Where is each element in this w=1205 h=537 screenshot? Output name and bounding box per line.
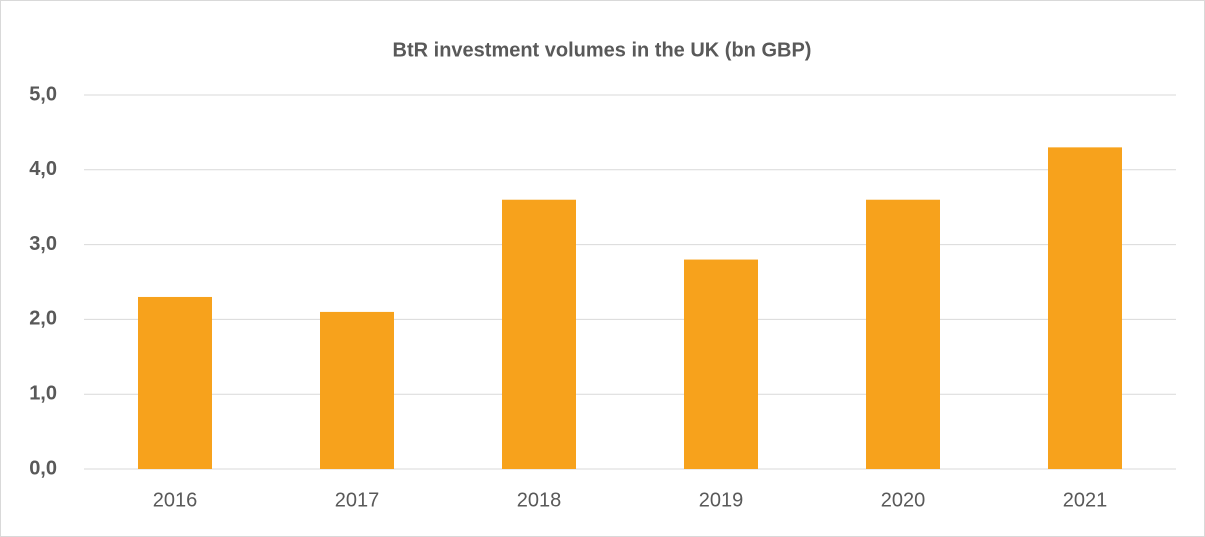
bar	[502, 199, 576, 469]
x-tick-label: 2020	[881, 489, 926, 511]
x-tick-label: 2021	[1063, 489, 1108, 511]
y-tick-label: 1,0	[29, 382, 57, 404]
chart-title: BtR investment volumes in the UK (bn GBP…	[393, 39, 812, 61]
bar	[684, 259, 758, 469]
y-tick-label: 2,0	[29, 308, 57, 330]
x-tick-label: 2018	[517, 489, 562, 511]
bar	[138, 296, 212, 469]
y-tick-label: 0,0	[29, 457, 57, 479]
y-tick-label: 3,0	[29, 233, 57, 255]
x-tick-label: 2016	[153, 489, 198, 511]
bar	[320, 311, 394, 469]
bar	[1048, 147, 1122, 470]
x-tick-label: 2017	[335, 489, 380, 511]
y-tick-label: 5,0	[29, 83, 57, 105]
x-tick-label: 2019	[699, 489, 744, 511]
bar	[866, 199, 940, 469]
y-tick-label: 4,0	[29, 158, 57, 180]
